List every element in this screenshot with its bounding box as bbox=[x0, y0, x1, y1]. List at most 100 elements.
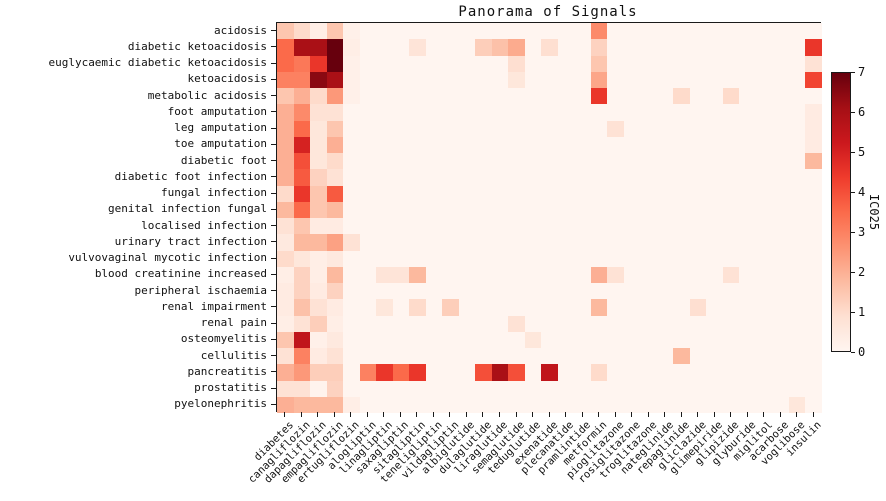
heatmap-cell bbox=[706, 331, 724, 349]
heatmap-cell bbox=[772, 169, 790, 186]
heatmap-cell bbox=[557, 153, 575, 170]
heatmap-cell bbox=[293, 250, 311, 268]
y-tick bbox=[271, 257, 276, 259]
heatmap-cell bbox=[458, 364, 476, 381]
heatmap-cell bbox=[310, 104, 327, 121]
heatmap-cell bbox=[541, 315, 559, 333]
heatmap-cell bbox=[673, 201, 691, 219]
heatmap-cell bbox=[656, 169, 674, 186]
heatmap-cell bbox=[442, 185, 460, 203]
heatmap-cell bbox=[326, 218, 344, 235]
heatmap-cell bbox=[491, 136, 509, 154]
heatmap-cell bbox=[788, 153, 806, 170]
heatmap-cell bbox=[376, 55, 393, 73]
heatmap-cell bbox=[458, 218, 476, 235]
heatmap-cell bbox=[722, 55, 740, 73]
heatmap-cell bbox=[557, 104, 575, 121]
x-tick bbox=[614, 412, 616, 417]
heatmap-cell bbox=[656, 104, 674, 121]
heatmap-cell bbox=[574, 380, 592, 398]
heatmap-cell bbox=[293, 315, 311, 333]
heatmap-cell bbox=[524, 55, 542, 73]
heatmap-cell bbox=[656, 136, 674, 154]
heatmap-cell bbox=[425, 364, 443, 381]
y-tick-label: osteomyelitis bbox=[180, 332, 267, 346]
heatmap-cell bbox=[392, 364, 410, 381]
heatmap-cell bbox=[706, 299, 724, 316]
x-tick bbox=[697, 412, 699, 417]
heatmap-cell bbox=[722, 88, 740, 105]
heatmap-cell bbox=[541, 71, 559, 89]
heatmap-cell bbox=[524, 218, 542, 235]
heatmap-cell bbox=[739, 283, 757, 300]
heatmap-cell bbox=[359, 250, 377, 268]
heatmap-cell bbox=[706, 185, 724, 203]
heatmap-cell bbox=[310, 201, 327, 219]
heatmap-cell bbox=[590, 120, 608, 138]
y-tick bbox=[271, 127, 276, 129]
heatmap-cell bbox=[458, 266, 476, 284]
heatmap-cell bbox=[376, 218, 393, 235]
heatmap-cell bbox=[788, 104, 806, 121]
heatmap-cell bbox=[310, 39, 327, 56]
heatmap-cell bbox=[689, 364, 707, 381]
heatmap-cell bbox=[458, 153, 476, 170]
heatmap-cell bbox=[442, 331, 460, 349]
heatmap-cell bbox=[475, 153, 493, 170]
heatmap-cell bbox=[409, 201, 427, 219]
heatmap-cell bbox=[706, 88, 724, 105]
heatmap-cell bbox=[409, 55, 427, 73]
heatmap-cell bbox=[541, 88, 559, 105]
heatmap-cell bbox=[409, 218, 427, 235]
colorbar-tick-label: 7 bbox=[858, 65, 866, 79]
heatmap-cell bbox=[442, 120, 460, 138]
heatmap-cell bbox=[491, 396, 509, 414]
heatmap-cell bbox=[392, 201, 410, 219]
heatmap-cell bbox=[772, 185, 790, 203]
heatmap-cell bbox=[475, 88, 493, 105]
heatmap-cell bbox=[739, 299, 757, 316]
heatmap-cell bbox=[326, 266, 344, 284]
x-tick bbox=[317, 412, 319, 417]
heatmap-cell bbox=[326, 104, 344, 121]
heatmap-cell bbox=[326, 153, 344, 170]
heatmap-cell bbox=[788, 250, 806, 268]
heatmap-cell bbox=[343, 234, 360, 251]
heatmap-cell bbox=[772, 120, 790, 138]
heatmap-cell bbox=[574, 169, 592, 186]
heatmap-cell bbox=[656, 299, 674, 316]
y-tick-label: leg amputation bbox=[174, 121, 267, 135]
heatmap-cell bbox=[623, 283, 641, 300]
heatmap-cell bbox=[805, 153, 823, 170]
heatmap-cell bbox=[425, 348, 443, 365]
heatmap-cell bbox=[425, 234, 443, 251]
heatmap-cell bbox=[640, 364, 658, 381]
heatmap-cell bbox=[640, 331, 658, 349]
x-tick bbox=[647, 412, 649, 417]
heatmap-cell bbox=[590, 315, 608, 333]
heatmap-cell bbox=[293, 88, 311, 105]
heatmap-cell bbox=[359, 234, 377, 251]
heatmap-grid bbox=[276, 22, 823, 414]
heatmap-cell bbox=[557, 55, 575, 73]
heatmap-cell bbox=[326, 185, 344, 203]
heatmap-cell bbox=[673, 315, 691, 333]
heatmap-cell bbox=[442, 266, 460, 284]
heatmap-cell bbox=[607, 234, 625, 251]
heatmap-cell bbox=[722, 39, 740, 56]
heatmap-cell bbox=[310, 23, 327, 40]
x-tick bbox=[515, 412, 517, 417]
heatmap-cell bbox=[541, 283, 559, 300]
heatmap-cell bbox=[805, 380, 823, 398]
heatmap-cell bbox=[442, 396, 460, 414]
heatmap-cell bbox=[656, 39, 674, 56]
heatmap-cell bbox=[772, 71, 790, 89]
heatmap-cell bbox=[524, 348, 542, 365]
heatmap-cell bbox=[706, 71, 724, 89]
heatmap-cell bbox=[557, 364, 575, 381]
heatmap-cell bbox=[739, 39, 757, 56]
heatmap-cell bbox=[722, 380, 740, 398]
heatmap-cell bbox=[524, 250, 542, 268]
heatmap-cell bbox=[557, 266, 575, 284]
x-tick bbox=[664, 412, 666, 417]
